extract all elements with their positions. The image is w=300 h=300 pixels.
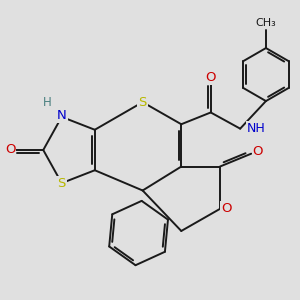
Text: O: O (206, 71, 216, 84)
Text: O: O (253, 145, 263, 158)
Text: H: H (43, 96, 52, 110)
Text: NH: NH (247, 122, 266, 135)
Text: N: N (57, 109, 67, 122)
Text: CH₃: CH₃ (256, 18, 276, 28)
Text: S: S (139, 96, 147, 109)
Text: S: S (58, 177, 66, 190)
Text: O: O (221, 202, 232, 215)
Text: O: O (5, 143, 15, 157)
